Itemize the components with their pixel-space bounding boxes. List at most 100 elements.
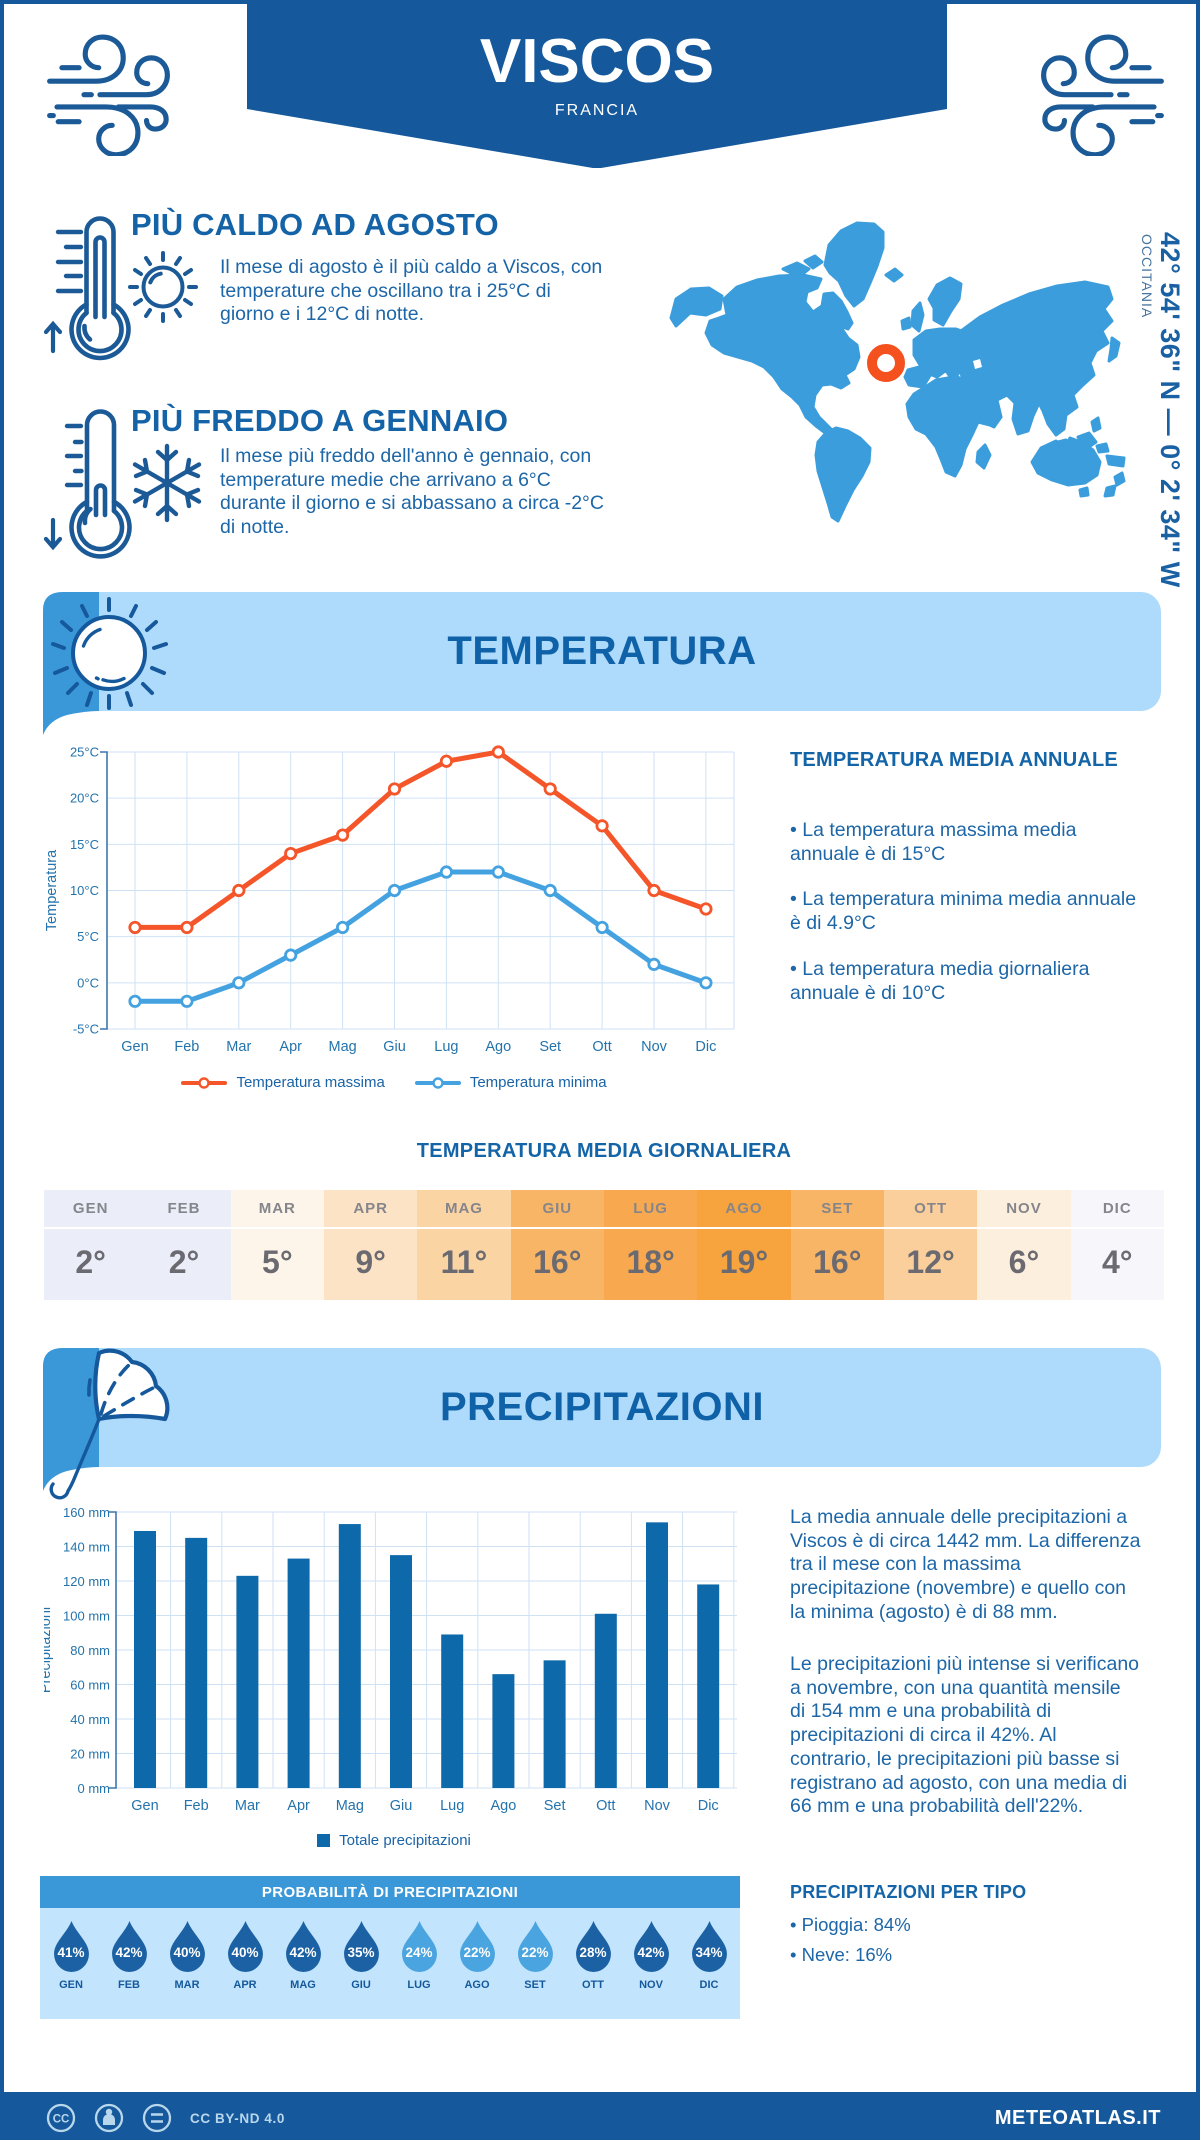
footer-brand: METEOATLAS.IT: [994, 2106, 1161, 2129]
daily-table-value: 11°: [440, 1244, 488, 1280]
page-title: VISCOS: [479, 27, 715, 96]
drop-icon: 40%: [226, 1920, 265, 1973]
drop-month: FEB: [118, 1979, 140, 1991]
svg-text:CC: CC: [53, 2114, 70, 2126]
precip-summary-paragraph: La media annuale delle precipitazioni a …: [790, 1506, 1141, 1623]
svg-text:Set: Set: [544, 1798, 566, 1814]
probability-drop-cell: 22% SET: [506, 1908, 564, 2019]
precip-bar: [134, 1530, 156, 1788]
precip-bars: [134, 1522, 720, 1788]
daily-table-value: 2°: [75, 1244, 106, 1280]
svg-text:120 mm: 120 mm: [63, 1574, 110, 1589]
precip-bar: [390, 1555, 412, 1788]
legend-item: Temperatura massima: [181, 1074, 385, 1091]
svg-text:140 mm: 140 mm: [63, 1540, 110, 1555]
svg-text:Ott: Ott: [596, 1798, 615, 1814]
daily-table-column: NOV 6°: [977, 1190, 1071, 1300]
daily-table-value: 5°: [262, 1244, 293, 1280]
probability-drop-cell: 42% MAG: [274, 1908, 332, 2019]
svg-text:Temperatura: Temperatura: [44, 849, 60, 931]
svg-text:Feb: Feb: [174, 1039, 199, 1055]
daily-table-value: 18°: [626, 1244, 675, 1280]
svg-text:Apr: Apr: [279, 1039, 302, 1055]
svg-text:Precipitazioni: Precipitazioni: [44, 1607, 54, 1693]
svg-text:Nov: Nov: [641, 1039, 668, 1055]
annual-summary-bullet: • La temperatura massima media annuale è…: [790, 819, 1077, 865]
temperature-chart-legend: Temperatura massima Temperatura minima: [44, 1074, 744, 1091]
annual-summary-bullet: • La temperatura minima media annuale è …: [790, 888, 1137, 934]
daily-table-month: GIU: [510, 1190, 604, 1229]
svg-text:80 mm: 80 mm: [70, 1643, 110, 1658]
drop-icon: 35%: [342, 1920, 381, 1973]
precip-summary-paragraph: Le precipitazioni più intense si verific…: [790, 1653, 1140, 1818]
precip-bar: [236, 1575, 259, 1788]
svg-text:100 mm: 100 mm: [63, 1609, 110, 1624]
probability-drop-cell: 28% OTT: [564, 1908, 622, 2019]
daily-table-column: LUG 18°: [603, 1190, 698, 1300]
wind-icon: [47, 34, 170, 156]
temperature-chart: -5°C 0°C 5°C 10°C 15°C 20°C 25°C Gen Feb Mar Apr Ma…: [44, 745, 735, 1056]
svg-text:Lug: Lug: [440, 1798, 464, 1814]
svg-text:Mar: Mar: [226, 1039, 251, 1055]
daily-temperature-table: GEN 2° FEB 2° MAR 5° APR 9° MAG 11° GIU 16° LUG 18° AG…: [44, 1190, 1164, 1300]
svg-text:Apr: Apr: [287, 1798, 310, 1814]
daily-table-value: 16°: [813, 1244, 862, 1280]
precip-bar: [441, 1634, 464, 1788]
drop-month: NOV: [639, 1979, 663, 1991]
svg-text:20°C: 20°C: [70, 791, 99, 806]
precip-bar: [185, 1537, 208, 1788]
precip-bar: [287, 1558, 310, 1788]
drop-percentage: 24%: [405, 1945, 433, 1960]
probability-drop-cell: 24% LUG: [390, 1908, 448, 2019]
daily-table-value: 2°: [168, 1244, 200, 1280]
temp-chart-labels: -5°C 0°C 5°C 10°C 15°C 20°C 25°C Gen Feb Mar Apr Ma…: [44, 745, 716, 1056]
drop-month: GEN: [59, 1979, 83, 1991]
temperature-section-banner: TEMPERATURA: [43, 592, 1161, 735]
svg-text:Ott: Ott: [592, 1039, 611, 1055]
drop-month: SET: [524, 1979, 546, 1991]
daily-table-column: OTT 12°: [883, 1190, 978, 1300]
legend-label: Temperatura minima: [469, 1074, 607, 1091]
temperature-banner-background: [43, 592, 1161, 711]
highlight-hot-title: PIÙ CALDO AD AGOSTO: [131, 207, 499, 242]
thermometer-cold-icon: [44, 409, 202, 559]
drop-percentage: 41%: [57, 1945, 85, 1960]
daily-table-value: 4°: [1101, 1244, 1133, 1280]
annual-summary-title: TEMPERATURA MEDIA ANNUALE: [790, 749, 1118, 771]
precip-type-snow: • Neve: 16%: [790, 1944, 893, 1965]
svg-text:Ago: Ago: [490, 1798, 516, 1814]
drop-icon: 28%: [574, 1920, 613, 1973]
highlight-cold-text: Il mese più freddo dell'anno è gennaio, …: [220, 445, 604, 539]
daily-table-column: APR 9°: [323, 1190, 418, 1300]
precipitation-chart: 0 mm 20 mm 40 mm 60 mm 80 mm 100 mm 120 mm 140 …: [44, 1505, 737, 1814]
drop-month: MAG: [290, 1979, 316, 1991]
temp-chart-grid: [107, 751, 735, 1030]
probability-drops: 41% GEN 42% FEB 40% MAR 40% APR 42% MAG 35% GIU 24% L…: [40, 1908, 740, 2019]
probability-drop-cell: 22% AGO: [448, 1908, 506, 2019]
svg-text:Giu: Giu: [383, 1039, 406, 1055]
precip-bar: [543, 1660, 566, 1788]
daily-table-month: LUG: [603, 1190, 698, 1229]
precip-chart-axis: [109, 1511, 117, 1789]
probability-drop-cell: 40% MAR: [158, 1908, 216, 2019]
daily-table-value: 9°: [355, 1244, 386, 1280]
drop-percentage: 34%: [695, 1945, 723, 1960]
daily-table-column: SET 16°: [790, 1190, 884, 1300]
daily-table-value: 12°: [906, 1244, 955, 1280]
daily-table-month: DIC: [1070, 1190, 1164, 1229]
svg-text:25°C: 25°C: [70, 745, 99, 760]
svg-text:Dic: Dic: [695, 1039, 716, 1055]
svg-text:Ago: Ago: [485, 1039, 511, 1055]
daily-table-value: 6°: [1008, 1244, 1040, 1280]
drop-percentage: 42%: [637, 1945, 665, 1960]
precip-type-rain: • Pioggia: 84%: [790, 1914, 911, 1935]
daily-table-value: 16°: [533, 1244, 582, 1280]
precipitation-section-title: PRECIPITAZIONI: [439, 1385, 765, 1429]
legend-item: Temperatura minima: [414, 1074, 607, 1091]
thermometer-hot-icon: [44, 216, 198, 361]
svg-text:0°C: 0°C: [77, 975, 99, 990]
legend-label: Temperatura massima: [236, 1074, 385, 1091]
daily-table-column: MAR 5°: [230, 1190, 324, 1300]
drop-percentage: 22%: [521, 1945, 549, 1960]
